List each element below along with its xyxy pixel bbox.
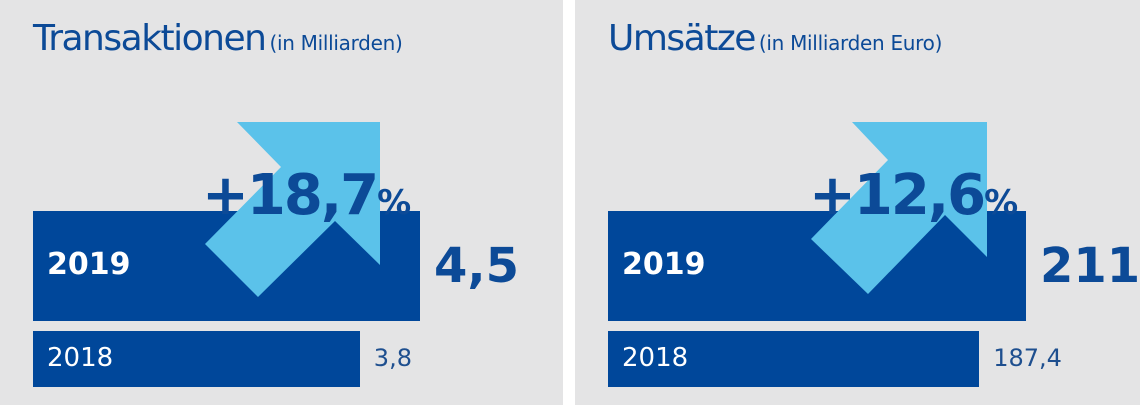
chart-title: Umsätze (in Milliarden Euro): [608, 18, 942, 59]
bar-previous-year: 2018: [608, 331, 980, 387]
growth-percent: %: [984, 183, 1019, 223]
chart-title-unit: (in Milliarden): [269, 31, 403, 55]
chart-title-unit: (in Milliarden Euro): [758, 31, 943, 55]
bar-label-current-year: 2019: [622, 247, 706, 282]
growth-sign: +: [809, 163, 856, 228]
growth-percent: %: [377, 183, 412, 223]
chart-title-main: Transaktionen: [33, 18, 267, 59]
bar-label-previous-year: 2018: [622, 343, 689, 373]
bar-label-current-year: 2019: [47, 247, 131, 282]
chart-title-main: Umsätze: [608, 18, 756, 59]
value-label-current-year: 211: [1040, 238, 1140, 294]
growth-number: 12,6: [853, 163, 986, 228]
value-label-current-year: 4,5: [434, 238, 520, 294]
growth-sign: +: [202, 163, 249, 228]
growth-annotation: +12,6%: [809, 168, 1018, 224]
chart-panel-umsaetze: Umsätze (in Milliarden Euro) 2019 2018 21…: [575, 0, 1140, 405]
chart-panel-transaktionen: Transaktionen (in Milliarden) 2019 2018 4…: [0, 0, 563, 405]
bar-label-previous-year: 2018: [47, 343, 114, 373]
chart-title: Transaktionen (in Milliarden): [33, 18, 403, 59]
value-label-previous-year: 187,4: [993, 344, 1062, 372]
growth-number: 18,7: [246, 163, 379, 228]
growth-annotation: +18,7%: [202, 168, 411, 224]
bar-previous-year: 2018: [33, 331, 360, 387]
value-label-previous-year: 3,8: [373, 344, 412, 372]
